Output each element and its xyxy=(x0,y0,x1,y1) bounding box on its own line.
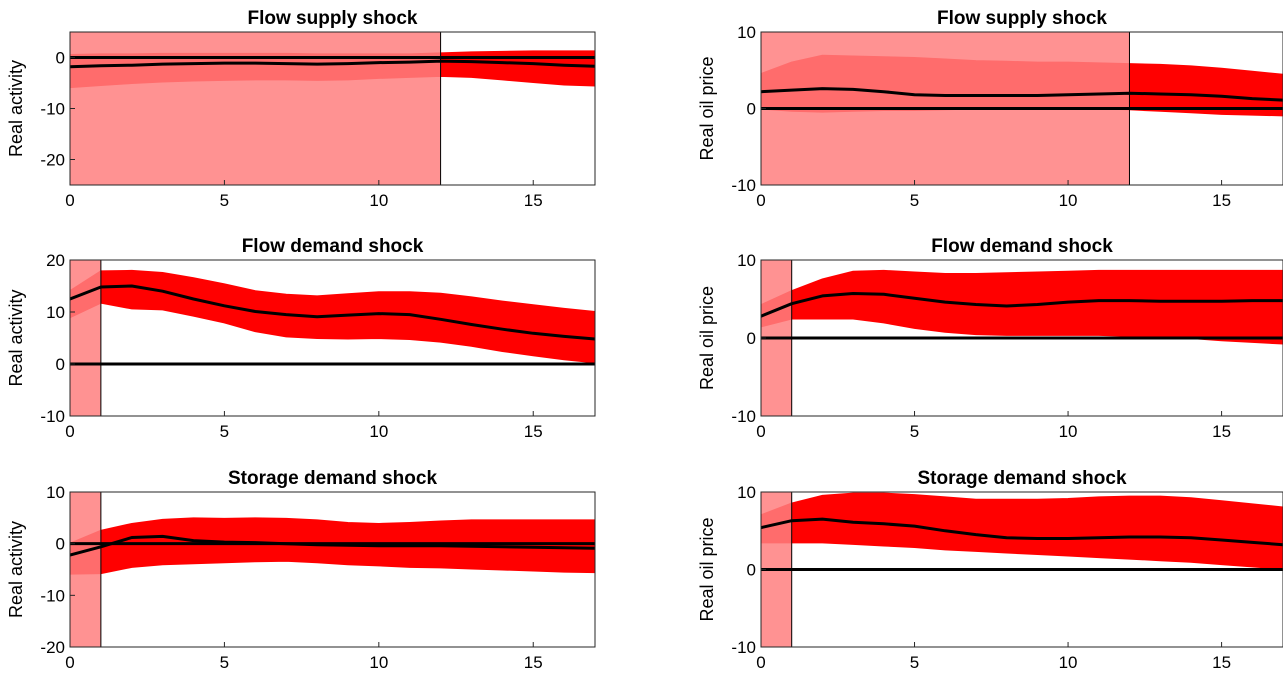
x-tick-label: 10 xyxy=(1059,191,1078,210)
plot-area xyxy=(70,260,595,416)
y-tick-label: 0 xyxy=(56,49,65,68)
chart-title: Flow supply shock xyxy=(248,8,418,29)
chart-title: Flow supply shock xyxy=(937,8,1107,29)
y-tick-label: 10 xyxy=(46,483,65,502)
y-tick-label: 0 xyxy=(747,100,756,119)
x-tick-label: 15 xyxy=(524,653,543,672)
median-response-line xyxy=(761,517,1283,547)
x-tick-label: 0 xyxy=(756,191,765,210)
y-axis-label: Real oil price xyxy=(697,56,717,160)
x-tick-label: 5 xyxy=(910,191,919,210)
median-response-line xyxy=(70,534,595,557)
x-tick-label: 10 xyxy=(369,653,388,672)
x-tick-label: 15 xyxy=(524,422,543,441)
x-tick-label: 0 xyxy=(65,422,74,441)
y-axis-label: Real activity xyxy=(6,289,26,386)
median-response-line xyxy=(70,284,595,341)
chart-title: Storage demand shock xyxy=(917,468,1126,489)
y-tick-label: 10 xyxy=(737,23,756,42)
x-tick-label: 10 xyxy=(1059,653,1078,672)
x-tick-label: 15 xyxy=(1212,422,1231,441)
axes-frame xyxy=(69,491,596,648)
credible-band xyxy=(761,269,1283,345)
plot-area xyxy=(70,32,595,185)
plot-area xyxy=(761,492,1283,647)
x-tick-label: 5 xyxy=(220,191,229,210)
y-axis-label: Real activity xyxy=(6,521,26,618)
plot-area xyxy=(761,32,1283,185)
y-tick-label: 10 xyxy=(737,483,756,502)
x-tick-label: 5 xyxy=(910,422,919,441)
x-tick-label: 0 xyxy=(756,653,765,672)
y-tick-label: 10 xyxy=(737,251,756,270)
chart-title: Flow demand shock xyxy=(242,236,424,257)
y-tick-label: 0 xyxy=(56,355,65,374)
y-tick-label: -20 xyxy=(40,638,65,657)
y-tick-label: -20 xyxy=(40,151,65,170)
x-tick-label: 5 xyxy=(910,653,919,672)
y-tick-label: -10 xyxy=(731,638,756,657)
x-tick-label: 0 xyxy=(65,653,74,672)
x-tick-label: 15 xyxy=(1212,191,1231,210)
plot-area xyxy=(761,260,1283,416)
median-response-line xyxy=(761,292,1283,318)
median-response-line xyxy=(761,87,1283,102)
x-tick-label: 10 xyxy=(1059,422,1078,441)
x-tick-label: 0 xyxy=(65,191,74,210)
chart-title: Flow demand shock xyxy=(931,236,1113,257)
y-tick-label: 10 xyxy=(46,303,65,322)
restriction-window xyxy=(70,260,101,416)
y-axis-label: Real oil price xyxy=(697,286,717,390)
y-tick-label: 0 xyxy=(747,329,756,348)
y-tick-label: 20 xyxy=(46,251,65,270)
y-axis-label: Real activity xyxy=(6,60,26,157)
restriction-window xyxy=(70,492,101,647)
y-tick-label: 0 xyxy=(56,535,65,554)
chart-panel-1: 0 5 10 15 -20 -10 0 Flow supply shock Real activ… xyxy=(6,8,596,210)
plot-area xyxy=(70,492,595,647)
axes-frame xyxy=(69,259,596,417)
median-response-line xyxy=(70,59,595,69)
y-tick-label: -10 xyxy=(40,586,65,605)
chart-panel-5: 0 5 10 15 -20 -10 0 10 Storage demand shock Real … xyxy=(6,468,596,672)
y-tick-label: -10 xyxy=(40,100,65,119)
x-tick-label: 10 xyxy=(369,422,388,441)
x-tick-label: 0 xyxy=(756,422,765,441)
x-tick-label: 5 xyxy=(220,653,229,672)
y-tick-label: -10 xyxy=(731,176,756,195)
x-tick-label: 15 xyxy=(1212,653,1231,672)
x-tick-label: 10 xyxy=(369,191,388,210)
y-tick-label: -10 xyxy=(40,407,65,426)
credible-band xyxy=(761,492,1283,570)
y-tick-label: -10 xyxy=(731,407,756,426)
y-tick-label: 0 xyxy=(747,561,756,580)
y-axis-label: Real oil price xyxy=(697,517,717,621)
x-tick-label: 5 xyxy=(220,422,229,441)
x-tick-label: 15 xyxy=(524,191,543,210)
chart-title: Storage demand shock xyxy=(228,468,437,489)
restriction-window xyxy=(70,32,441,185)
